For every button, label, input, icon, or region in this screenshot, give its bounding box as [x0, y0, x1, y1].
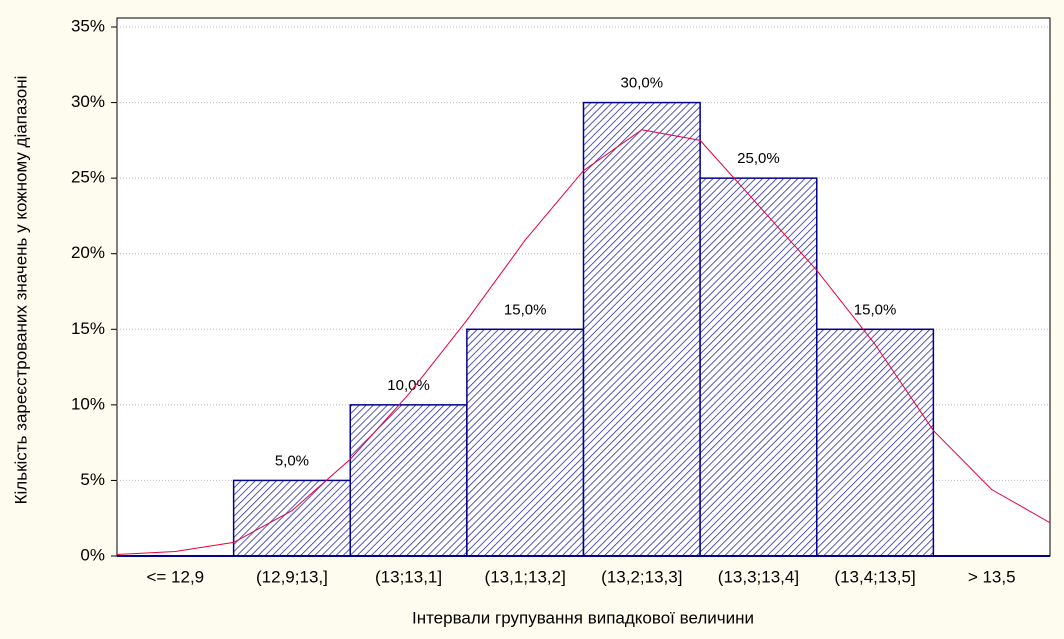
x-tick-label: (13,2;13,3] [601, 567, 682, 586]
value-label: 30,0% [621, 75, 664, 92]
y-tick-label: 15% [71, 319, 105, 338]
x-tick-label: (13;13,1] [375, 567, 442, 586]
y-tick-label: 25% [71, 168, 105, 187]
normal-curve [116, 129, 1051, 555]
bar [466, 328, 585, 557]
y-tick-label: 0% [80, 545, 105, 564]
x-tick-label: (13,4;13,5] [834, 567, 915, 586]
value-label: 25,0% [737, 150, 780, 167]
y-tick-label: 30% [71, 92, 105, 111]
x-tick-label: (13,3;13,4] [718, 567, 799, 586]
value-label: 15,0% [854, 301, 897, 318]
value-label: 10,0% [387, 377, 430, 394]
bar [582, 101, 701, 557]
bar [699, 177, 818, 557]
y-tick-label: 35% [71, 16, 105, 35]
x-tick-label: > 13,5 [968, 567, 1016, 586]
y-tick-label: 10% [71, 394, 105, 413]
bar [349, 404, 468, 557]
bar [816, 328, 935, 557]
bar [232, 479, 351, 557]
value-label: 15,0% [504, 301, 547, 318]
y-tick-label: 20% [71, 243, 105, 262]
y-axis-label: Кількість зареєстрованих значень у кожно… [11, 76, 30, 505]
value-label: 5,0% [275, 452, 309, 469]
x-axis-label: Інтервали групування випадкової величини [412, 608, 754, 627]
y-tick-label: 5% [80, 470, 105, 489]
x-tick-label: <= 12,9 [146, 567, 204, 586]
x-tick-label: (13,1;13,2] [485, 567, 566, 586]
x-tick-label: (12,9;13,] [256, 567, 328, 586]
